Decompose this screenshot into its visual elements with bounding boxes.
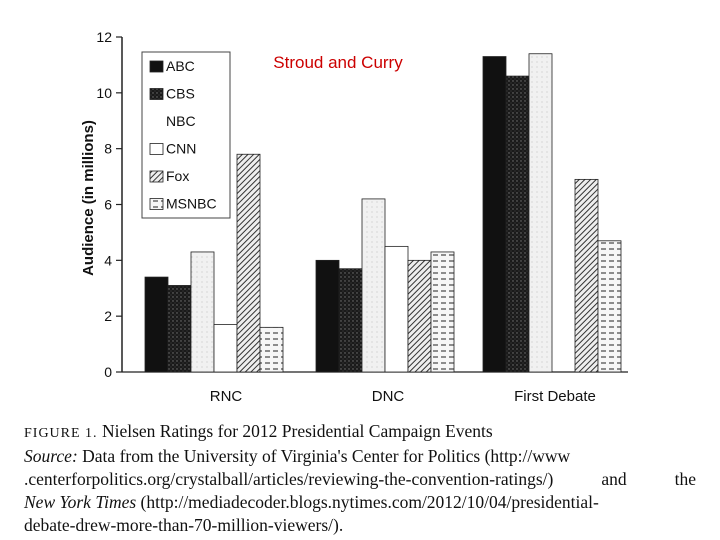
y-tick-label: 10 bbox=[96, 85, 112, 101]
figure-label: FIGURE 1. bbox=[24, 426, 98, 441]
x-tick-label: DNC bbox=[372, 388, 405, 405]
bar-cbs-rnc bbox=[167, 285, 192, 373]
figure-caption: FIGURE 1. Nielsen Ratings for 2012 Presi… bbox=[24, 420, 696, 537]
source-label: Source: bbox=[24, 446, 78, 466]
caption-final-line: debate-drew-more-than-70-million-viewers… bbox=[24, 514, 696, 537]
bar-nbc-rnc bbox=[190, 251, 215, 373]
caption-nyt-line: New York Times (http://mediadecoder.blog… bbox=[24, 491, 696, 514]
y-tick-label: 6 bbox=[104, 197, 112, 213]
nyt-name: New York Times bbox=[24, 492, 137, 512]
bar-nbc-dnc bbox=[361, 198, 386, 373]
bar-msnbc-dnc bbox=[430, 251, 455, 373]
legend-label-nbc: NBC bbox=[166, 113, 196, 129]
legend: ABC CBS NBC CNN Fox MSNBC bbox=[141, 51, 231, 219]
bar-cnn-rnc bbox=[213, 324, 238, 373]
legend-swatch-cbs bbox=[149, 88, 164, 100]
bars-group bbox=[144, 53, 622, 373]
bar-msnbc-first-debate bbox=[597, 240, 622, 373]
bar-abc-first-debate bbox=[482, 56, 507, 373]
bar-chart: 0 2 4 6 8 10 12 RNC DNC First Debate ABC CBS NBC CN… bbox=[80, 29, 628, 405]
x-axis-labels: RNC DNC First Debate bbox=[210, 388, 596, 405]
source-url-2-end: debate-drew-more-than-70-million-viewers… bbox=[24, 515, 344, 535]
bar-fox-dnc bbox=[407, 259, 432, 373]
caption-source-line: Source: Data from the University of Virg… bbox=[24, 445, 696, 468]
x-tick-label: First Debate bbox=[514, 388, 596, 405]
y-tick-label: 2 bbox=[104, 308, 112, 324]
and-word: and bbox=[601, 469, 627, 489]
legend-box bbox=[141, 51, 231, 219]
bar-nbc-first-debate bbox=[528, 53, 553, 373]
bar-fox-first-debate bbox=[574, 178, 599, 373]
bar-fox-rnc bbox=[236, 153, 261, 373]
y-axis-label: Audience (in millions) bbox=[80, 120, 97, 276]
legend-label-abc: ABC bbox=[166, 58, 195, 74]
bar-msnbc-rnc bbox=[259, 326, 284, 373]
chart-title: Stroud and Curry bbox=[273, 53, 403, 72]
bar-cnn-dnc bbox=[384, 245, 409, 373]
legend-label-cnn: CNN bbox=[166, 141, 196, 157]
y-tick-label: 4 bbox=[104, 252, 112, 268]
legend-swatch-fox bbox=[149, 170, 164, 183]
bar-abc-rnc bbox=[144, 276, 169, 373]
source-text-1: Data from the University of Virginia's C… bbox=[82, 446, 571, 466]
legend-swatch-cnn bbox=[149, 143, 164, 155]
caption-title-line: FIGURE 1. Nielsen Ratings for 2012 Presi… bbox=[24, 420, 696, 445]
bar-cbs-dnc bbox=[338, 268, 363, 373]
caption-url-line: .centerforpolitics.org/crystalball/artic… bbox=[24, 468, 696, 491]
y-tick-label: 8 bbox=[104, 141, 112, 157]
y-tick-label: 0 bbox=[104, 364, 112, 380]
bar-abc-dnc bbox=[315, 259, 340, 373]
y-tick-label: 12 bbox=[96, 29, 112, 45]
x-tick-label: RNC bbox=[210, 388, 243, 405]
legend-label-fox: Fox bbox=[166, 168, 189, 184]
legend-swatch-msnbc bbox=[149, 198, 164, 210]
legend-label-cbs: CBS bbox=[166, 86, 195, 102]
figure-title: Nielsen Ratings for 2012 Presidential Ca… bbox=[101, 421, 493, 441]
source-url-2: (http://mediadecoder.blogs.nytimes.com/2… bbox=[140, 492, 599, 512]
bar-cbs-first-debate bbox=[505, 75, 530, 373]
source-url-1: .centerforpolitics.org/crystalball/artic… bbox=[24, 469, 554, 489]
the-word: the bbox=[674, 469, 696, 489]
legend-swatch-abc bbox=[149, 60, 164, 73]
legend-label-msnbc: MSNBC bbox=[166, 196, 217, 212]
